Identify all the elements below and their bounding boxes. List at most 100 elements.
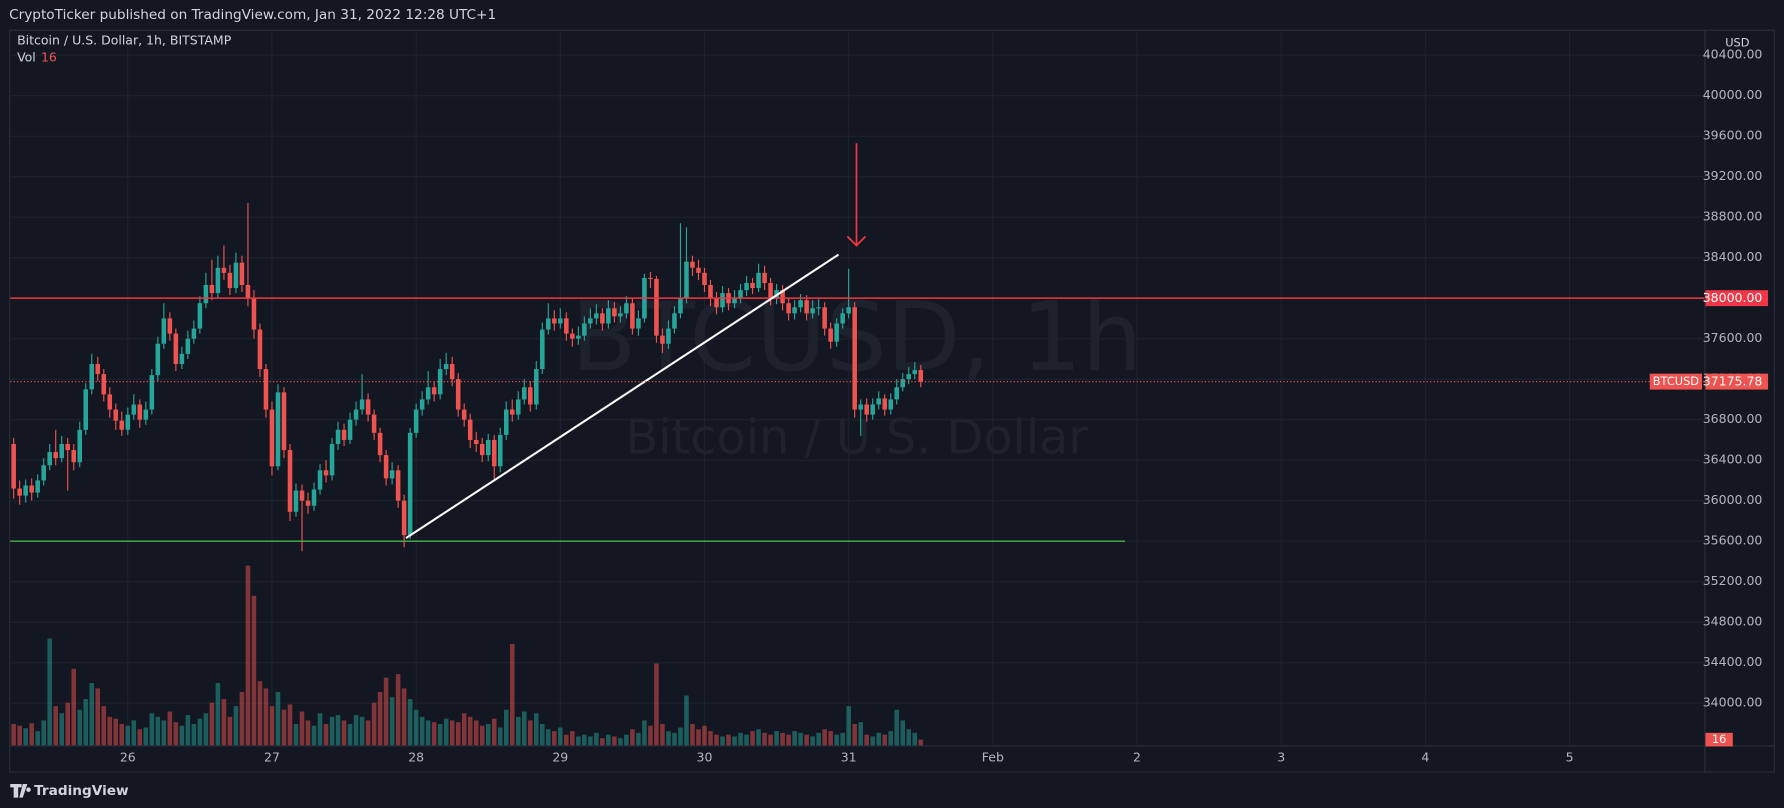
candle-body (768, 282, 773, 299)
candle-body (317, 470, 323, 490)
x-tick-label: Feb (982, 749, 1004, 764)
volume-bar (534, 713, 539, 746)
candle-body (714, 298, 719, 308)
volume-bar (906, 729, 912, 746)
volume-bar (726, 734, 731, 746)
candle-body (678, 298, 683, 314)
volume-bar (335, 715, 341, 746)
y-tick-label: 39200.00 (1703, 168, 1763, 183)
volume-bar (810, 736, 815, 746)
volume-bar (846, 706, 851, 746)
y-tick-label: 36000.00 (1703, 492, 1763, 507)
volume-bar (642, 720, 647, 746)
y-tick-label: 34400.00 (1703, 654, 1763, 669)
volume-bar (23, 728, 28, 746)
logo (10, 784, 31, 798)
x-tick-label: 27 (264, 749, 280, 764)
candle-body (29, 485, 34, 493)
volume-bar (377, 691, 383, 746)
volume-bar (443, 718, 449, 746)
candle-body (23, 485, 28, 496)
candle-body (125, 414, 131, 430)
candle-body (77, 429, 83, 463)
hline-label-box (1705, 290, 1769, 307)
volume-bar (762, 732, 767, 746)
volume-bar (624, 734, 629, 746)
candle-body (455, 379, 461, 410)
volume-bar (425, 720, 431, 746)
candle-body (600, 313, 605, 324)
candle-body (864, 404, 869, 415)
volume-bar (359, 716, 365, 746)
volume-bar (612, 736, 617, 746)
volume-bar (546, 729, 551, 746)
candle-body (870, 404, 875, 415)
candle-body (816, 307, 821, 309)
volume-bar (900, 720, 906, 746)
candle-body (59, 443, 64, 459)
candle-body (564, 318, 569, 334)
candle-body (449, 363, 455, 380)
candle-body (876, 398, 881, 405)
volume-bar (503, 709, 509, 746)
volume-bar (29, 723, 34, 746)
volume-bar (696, 729, 701, 746)
volume-bar (305, 720, 311, 746)
volume-bar (59, 713, 64, 746)
volume-bar (341, 720, 347, 746)
candle-body (65, 443, 70, 451)
volume-bar (888, 731, 894, 746)
candle-body (71, 450, 77, 463)
volume-bar (455, 722, 461, 746)
x-tick-label: 30 (697, 749, 713, 764)
volume-bar (71, 668, 77, 746)
candle-body (630, 303, 635, 329)
candle-body (119, 420, 125, 430)
candle-body (636, 318, 641, 329)
candle-body (251, 298, 257, 330)
volume-bar (293, 723, 299, 746)
volume-bar (473, 720, 479, 746)
y-tick-label: 40400.00 (1703, 47, 1763, 62)
trendline (405, 253, 840, 540)
candle-body (233, 262, 239, 289)
candle-body (299, 490, 305, 501)
volume-bar (461, 713, 467, 746)
volume-bar (11, 723, 16, 746)
volume-bar (383, 677, 389, 746)
volume-bar (191, 723, 197, 746)
candle-body (221, 267, 227, 273)
watermark-subtitle: Bitcoin / U.S. Dollar (625, 410, 1088, 465)
volume-bar (311, 725, 317, 746)
volume-bar (203, 713, 209, 746)
candle-body (648, 277, 653, 280)
candle-body (341, 429, 347, 440)
candle-body (828, 328, 833, 342)
candle-body (708, 285, 713, 299)
candle-body (461, 409, 467, 420)
volume-bar (437, 723, 443, 746)
candle-body (906, 374, 912, 380)
y-tick-label: 36400.00 (1703, 452, 1763, 467)
candle-body (612, 308, 617, 317)
candle-body (792, 307, 797, 314)
candle-body (846, 307, 851, 314)
candle-body (443, 363, 449, 370)
volume-bar (209, 702, 215, 746)
volume-bar (233, 706, 239, 746)
candle-body (383, 455, 389, 479)
candle-body (660, 335, 665, 344)
y-tick-label: 40000.00 (1703, 87, 1763, 102)
volume-bar (792, 731, 797, 746)
candle-body (882, 398, 887, 410)
volume-bar (431, 722, 437, 746)
candle-body (912, 370, 918, 375)
candle-body (756, 272, 761, 289)
candle-body (89, 363, 95, 390)
candle-body (654, 278, 659, 336)
volume-bar (780, 732, 785, 746)
candle-body (840, 313, 845, 324)
volume-bar (167, 711, 173, 746)
volume-bar (864, 734, 869, 746)
currency-box (1720, 34, 1755, 52)
